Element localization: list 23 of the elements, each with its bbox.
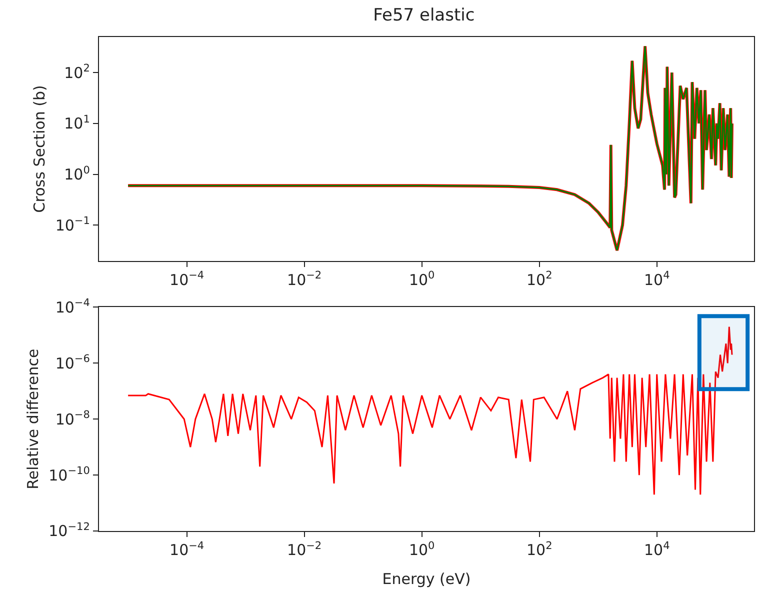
y-tick-label: 10$^{−10}$ (48, 465, 90, 484)
chart-title: Fe57 elastic (373, 6, 475, 26)
x-tick-label: 10$^{−4}$ (170, 540, 204, 560)
y-tick-label: 10$^{0}$ (64, 164, 90, 184)
x-tick-label: 10$^{0}$ (408, 540, 435, 560)
y-tick-label: 10$^{−12}$ (48, 520, 90, 540)
y-tick-label: 10$^{−8}$ (55, 409, 90, 428)
x-tick-label: 10$^{2}$ (526, 270, 552, 289)
x-tick-label: 10$^{4}$ (644, 540, 670, 560)
y-axis-title: Relative difference (24, 348, 42, 490)
y-tick-label: 10$^{1}$ (64, 113, 90, 133)
y-tick-label: 10$^{−6}$ (55, 353, 90, 372)
x-tick-label: 10$^{4}$ (644, 270, 670, 289)
x-axis-title: Energy (eV) (382, 570, 471, 588)
x-tick-label: 10$^{−2}$ (287, 540, 322, 560)
x-tick-label: 10$^{0}$ (408, 270, 435, 289)
y-tick-label: 10$^{2}$ (64, 62, 90, 82)
y-tick-label: 10$^{−1}$ (55, 215, 90, 234)
x-tick-label: 10$^{−4}$ (170, 270, 204, 289)
y-tick-label: 10$^{−4}$ (55, 297, 90, 316)
x-tick-label: 10$^{2}$ (526, 540, 552, 560)
y-axis-title: Cross Section (b) (30, 85, 49, 213)
x-tick-label: 10$^{−2}$ (287, 270, 322, 289)
